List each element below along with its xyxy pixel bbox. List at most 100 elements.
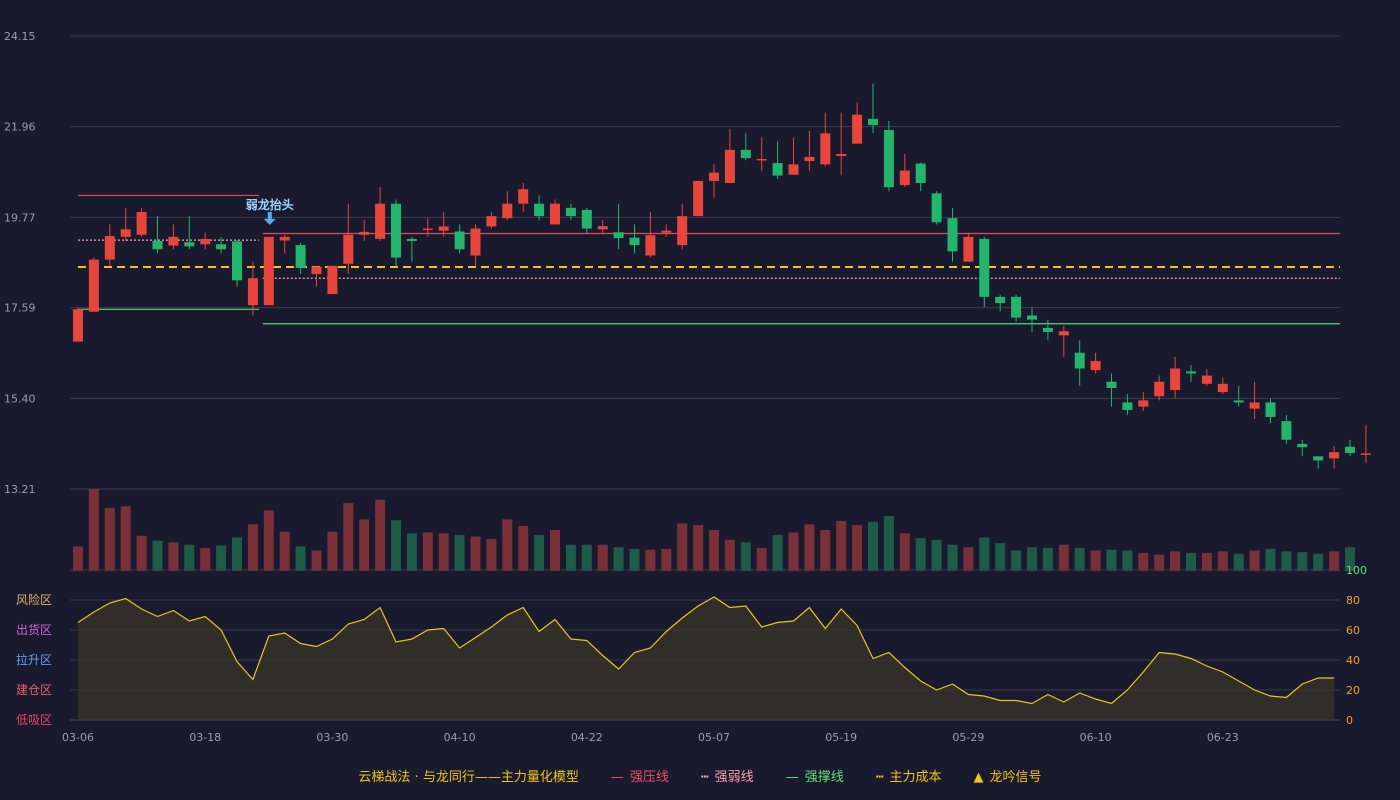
volume-bar xyxy=(391,520,401,571)
volume-bar xyxy=(1106,549,1117,571)
date-tick-label: 06-23 xyxy=(1207,731,1239,744)
volume-bar xyxy=(502,519,513,571)
candle-body xyxy=(1313,456,1324,461)
volume-bar xyxy=(1297,552,1308,571)
legend-label: 强压线 xyxy=(630,770,669,785)
candle-body xyxy=(327,265,338,294)
date-tick-label: 03-06 xyxy=(62,731,94,744)
price-tick-label: 13.21 xyxy=(4,483,36,496)
volume-bar xyxy=(104,507,115,571)
candle-body xyxy=(438,226,449,231)
volume-bar xyxy=(947,544,958,571)
volume-bar xyxy=(772,534,783,571)
candle-body xyxy=(724,149,735,183)
volume-bar xyxy=(200,548,211,571)
candle-body xyxy=(661,230,672,233)
candle-body xyxy=(1074,352,1085,369)
oscillator-tick-label: 80 xyxy=(1346,594,1360,607)
legend-symbol: ┅ xyxy=(876,770,884,785)
candle-body xyxy=(359,231,370,235)
candle-body xyxy=(1027,315,1037,320)
candle-body xyxy=(168,236,179,246)
volume-bar xyxy=(216,545,227,571)
volume-bar xyxy=(1345,547,1355,571)
volume-bar xyxy=(709,530,719,571)
oscillator-zone-label: 拉升区 xyxy=(16,652,52,667)
candle-body xyxy=(836,154,847,157)
candle-body xyxy=(454,231,465,250)
oscillator-series xyxy=(77,596,1335,705)
volume-bar xyxy=(724,539,735,571)
candle-body xyxy=(899,170,910,186)
volume-bar xyxy=(613,547,624,571)
candle-body xyxy=(1265,402,1276,417)
candle-body xyxy=(1011,296,1022,318)
candle-body xyxy=(247,278,258,306)
volume-bar xyxy=(1201,552,1212,571)
candle-body xyxy=(502,203,513,219)
candle-body xyxy=(1122,402,1133,410)
volume-bar xyxy=(1217,551,1228,571)
oscillator-tick-label: 60 xyxy=(1346,624,1360,637)
date-tick-label: 05-19 xyxy=(825,731,857,744)
price-axis: 24.15 21.96 19.77 17.59 15.40 13.21 xyxy=(4,30,36,496)
legend-label: 强撑线 xyxy=(805,770,844,785)
candle-body xyxy=(1186,371,1196,374)
volume-bar xyxy=(661,548,672,571)
date-tick-label: 04-10 xyxy=(444,731,476,744)
candle-body xyxy=(1249,402,1260,409)
volume-bar xyxy=(232,537,242,571)
volume-bar xyxy=(327,531,338,571)
candle-body xyxy=(820,133,831,165)
volume-bar xyxy=(836,520,847,571)
candle-body xyxy=(645,235,656,256)
candle-body xyxy=(406,238,417,241)
candle-body xyxy=(550,203,560,225)
volume-bar xyxy=(645,549,656,571)
volume-bar xyxy=(820,530,831,571)
volume-bar xyxy=(979,537,990,571)
oscillator-area xyxy=(78,597,1335,720)
candle-body xyxy=(279,236,290,241)
signal-label: 弱龙抬头 xyxy=(246,197,294,212)
candlesticks xyxy=(73,83,1371,469)
oscillator-zone-label: 风险区 xyxy=(16,592,52,607)
candle-body xyxy=(883,129,894,188)
candle-body xyxy=(263,236,274,306)
volume-bar xyxy=(629,548,640,571)
volume-bar xyxy=(852,525,863,571)
oscillator-tick-label: 0 xyxy=(1346,714,1353,727)
volume-bar xyxy=(1122,550,1133,571)
volume-bar xyxy=(343,502,354,571)
volume-bar xyxy=(168,542,179,571)
price-tick-label: 19.77 xyxy=(4,211,36,224)
volume-bar xyxy=(184,544,195,571)
volume-bar xyxy=(136,535,147,571)
volume-bar xyxy=(963,547,974,571)
candle-body xyxy=(581,209,592,229)
volume-bars xyxy=(73,489,1355,571)
price-gridlines xyxy=(70,35,1340,490)
volume-bar xyxy=(1313,553,1324,571)
oscillator-zone-label: 低吸区 xyxy=(16,713,52,727)
candle-body xyxy=(963,236,974,262)
candle-body xyxy=(470,228,481,256)
candle-body xyxy=(1058,331,1069,336)
price-tick-label: 15.40 xyxy=(4,392,36,405)
volume-bar xyxy=(375,499,386,571)
volume-bar xyxy=(1329,551,1340,571)
price-tick-label: 21.96 xyxy=(4,121,36,134)
volume-bar xyxy=(263,510,274,571)
candle-body xyxy=(391,203,401,258)
volume-bar xyxy=(915,538,926,571)
legend-label: 主力成本 xyxy=(890,770,942,785)
date-tick-label: 05-29 xyxy=(952,731,984,744)
volume-bar xyxy=(804,524,815,571)
candle-body xyxy=(613,232,624,239)
volume-bar xyxy=(454,534,465,571)
volume-bar xyxy=(438,533,449,571)
candle-body xyxy=(73,309,83,342)
candle-body xyxy=(629,237,640,246)
candle-body xyxy=(1170,368,1181,391)
volume-bar xyxy=(1090,550,1101,571)
